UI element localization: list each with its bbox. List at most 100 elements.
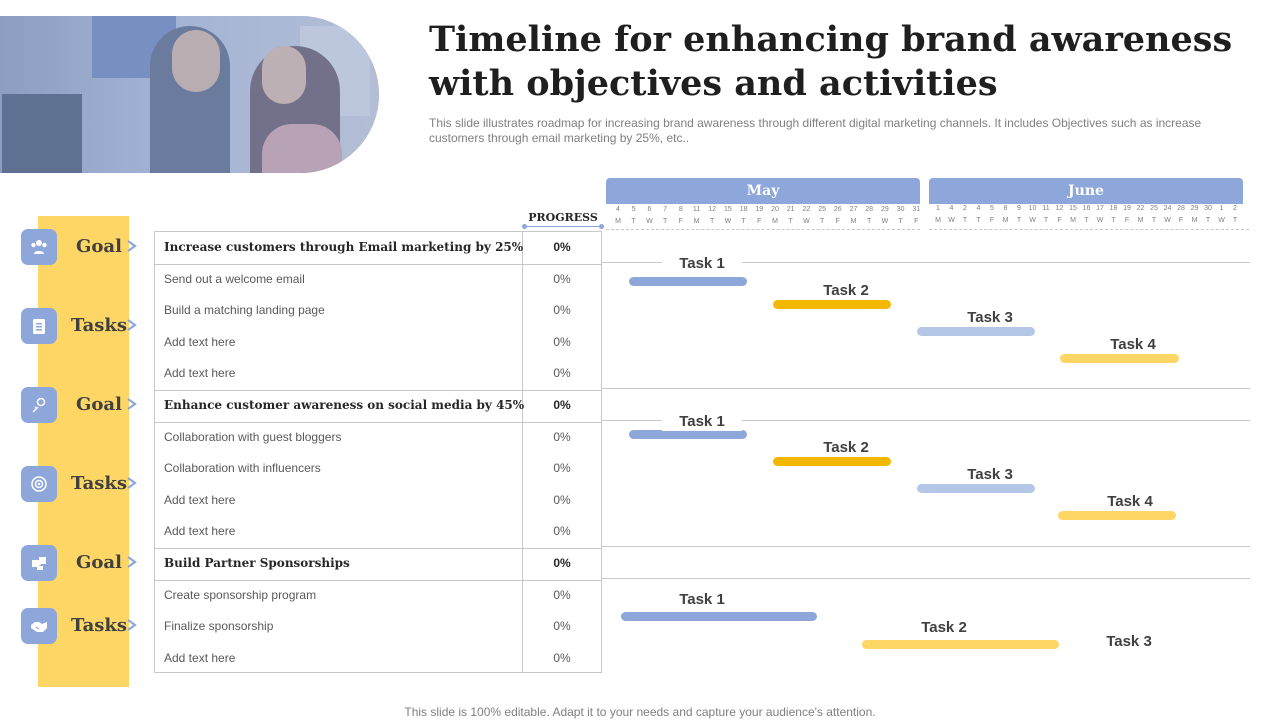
gantt-divider (602, 420, 1250, 421)
row-progress: 0% (553, 524, 571, 539)
gantt-bar (629, 430, 747, 439)
side-label-tasks-2: Tasks (21, 308, 141, 344)
row-separator (155, 579, 601, 581)
row-separator (155, 390, 601, 391)
gantt-divider (602, 262, 1250, 263)
row-text: Add text here (164, 366, 236, 381)
gantt-bar (773, 457, 891, 466)
progress-header: PROGRESS (528, 211, 598, 224)
gantt-divider (602, 578, 1250, 579)
gantt-task-label: Task 2 (806, 439, 886, 457)
task-row: Add text here 0% (155, 485, 601, 517)
row-text: Add text here (164, 524, 236, 539)
row-progress: 0% (553, 398, 571, 412)
side-label-goal-3: Goal (21, 387, 141, 423)
lightbulb-icon (21, 387, 57, 423)
may-day-rule (606, 229, 920, 230)
row-progress: 0% (553, 240, 571, 254)
gantt-task-label: Task 3 (950, 466, 1030, 484)
goal-row: Increase customers through Email marketi… (155, 232, 601, 264)
gantt-bar (621, 612, 817, 621)
row-text: Build a matching landing page (164, 303, 325, 318)
gantt-task-label: Task 2 (806, 282, 886, 300)
side-label-text: Goal (76, 236, 122, 257)
side-label-goal-5: Goal (21, 545, 141, 581)
row-progress: 0% (553, 271, 571, 286)
page-subtitle: This slide illustrates roadmap for incre… (429, 116, 1202, 145)
footer-note: This slide is 100% editable. Adapt it to… (404, 705, 876, 719)
gantt-task-label: Task 1 (662, 591, 742, 609)
gantt-task-label: Task 3 (1089, 633, 1169, 651)
gantt-divider (602, 546, 1250, 547)
gantt-task-label: Task 3 (950, 309, 1030, 327)
side-label-tasks-4: Tasks (21, 466, 141, 502)
target-icon (21, 466, 57, 502)
gantt-task-label: Task 4 (1093, 336, 1173, 354)
side-label-goal-1: Goal (21, 229, 141, 265)
row-text: Create sponsorship program (164, 587, 317, 602)
month-may: May (606, 178, 920, 204)
people-group-icon (21, 229, 57, 265)
progress-rule (522, 224, 604, 229)
task-row: Add text here 0% (155, 643, 601, 675)
row-progress: 0% (553, 492, 571, 507)
gantt-bar (1060, 354, 1179, 363)
row-text: Build Partner Sponsorships (164, 556, 350, 570)
row-progress: 0% (553, 619, 571, 634)
goal-row: Enhance customer awareness on social med… (155, 390, 601, 422)
gantt-bar (862, 640, 1059, 649)
gantt-bar (917, 484, 1035, 493)
june-day-rule (929, 229, 1249, 230)
side-label-text: Goal (76, 394, 122, 415)
row-separator (155, 421, 601, 423)
row-progress: 0% (553, 556, 571, 570)
row-text: Increase customers through Email marketi… (164, 240, 524, 254)
task-row: Collaboration with guest bloggers 0% (155, 422, 601, 454)
objectives-table: Increase customers through Email marketi… (154, 231, 602, 673)
gantt-task-label: Task 4 (1090, 493, 1170, 511)
row-text: Add text here (164, 650, 236, 665)
row-text: Finalize sponsorship (164, 619, 274, 634)
task-row: Build a matching landing page 0% (155, 295, 601, 327)
chevron-right-icon (127, 477, 137, 489)
row-progress: 0% (553, 303, 571, 318)
row-text: Send out a welcome email (164, 271, 305, 286)
row-progress: 0% (553, 587, 571, 602)
gantt-bar (1058, 511, 1176, 520)
progress-column-divider (522, 232, 523, 672)
chevron-right-icon (127, 240, 137, 252)
task-row: Finalize sponsorship 0% (155, 611, 601, 643)
row-progress: 0% (553, 429, 571, 444)
clipboard-icon (21, 308, 57, 344)
row-text: Collaboration with guest bloggers (164, 429, 342, 444)
chevron-right-icon (127, 319, 137, 331)
goal-row: Build Partner Sponsorships 0% (155, 548, 601, 580)
task-row: Send out a welcome email 0% (155, 264, 601, 296)
handshake-icon (21, 608, 57, 644)
row-separator (155, 548, 601, 549)
row-text: Add text here (164, 334, 236, 349)
gantt-task-label: Task 1 (662, 413, 742, 431)
row-progress: 0% (553, 650, 571, 665)
side-label-tasks-6: Tasks (21, 608, 141, 644)
side-label-text: Goal (76, 552, 122, 573)
puzzle-icon (21, 545, 57, 581)
task-row: Add text here 0% (155, 327, 601, 359)
row-text: Collaboration with influencers (164, 461, 321, 476)
gantt-task-label: Task 2 (904, 619, 984, 637)
gantt-bar (629, 277, 747, 286)
side-label-text: Tasks (70, 615, 128, 636)
row-separator (155, 263, 601, 265)
gantt-task-label: Task 1 (662, 255, 742, 273)
team-photo (0, 16, 379, 173)
row-progress: 0% (553, 366, 571, 381)
gantt-divider (602, 388, 1250, 389)
task-row: Add text here 0% (155, 358, 601, 390)
side-label-text: Tasks (70, 473, 128, 494)
row-text: Enhance customer awareness on social med… (164, 398, 525, 412)
month-june: June (929, 178, 1243, 204)
task-row: Create sponsorship program 0% (155, 580, 601, 612)
row-text: Add text here (164, 492, 236, 507)
gantt-bar (917, 327, 1035, 336)
chevron-right-icon (127, 556, 137, 568)
